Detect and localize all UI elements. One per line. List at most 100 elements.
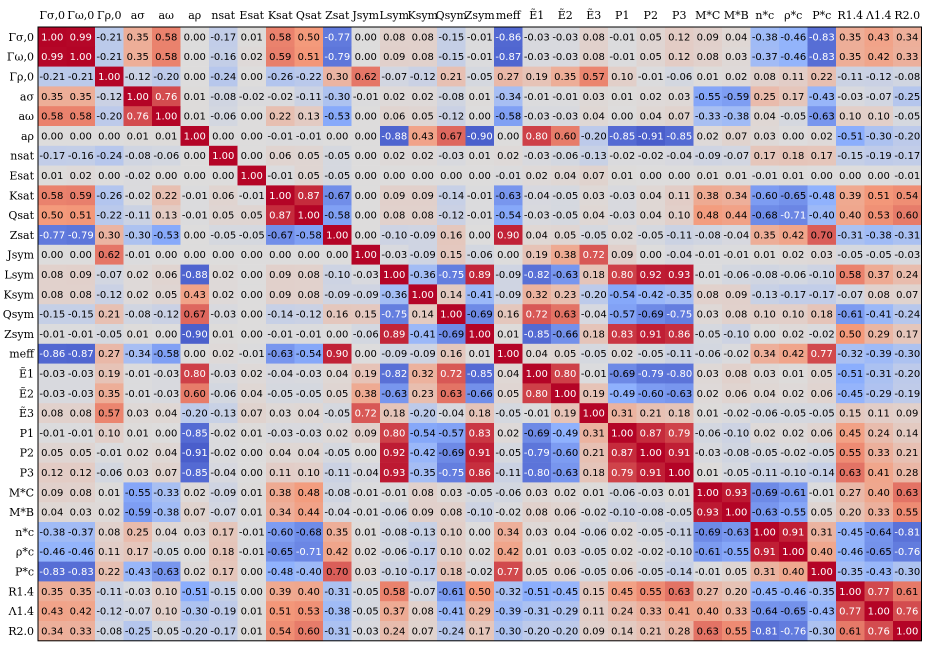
cell-value-label: -0.60: [638, 389, 664, 400]
y-tick-label: aρ: [21, 130, 34, 143]
cell-value-label: -0.05: [581, 230, 607, 241]
heatmap-cell: [351, 46, 381, 67]
cell-value-label: -0.05: [210, 230, 236, 241]
cell-value-label: -0.01: [239, 547, 265, 558]
cell-value-label: -0.38: [723, 112, 749, 123]
cell-value-label: 0.00: [98, 171, 120, 182]
cell-value-label: -0.57: [609, 310, 635, 321]
y-tick-label: Γρ,0: [9, 71, 34, 84]
heatmap-cell: [665, 106, 694, 127]
cell-value-label: 0.00: [754, 329, 776, 340]
heatmap-cell: [693, 185, 723, 206]
cell-value-label: -0.12: [96, 290, 122, 301]
heatmap-cell: [266, 126, 295, 147]
cell-value-label: 0.91: [754, 547, 776, 558]
cell-value-label: -0.79: [68, 230, 94, 241]
cell-value-label: 0.63: [839, 468, 861, 479]
cell-value-label: 0.01: [155, 131, 177, 142]
cell-value-label: 0.42: [70, 607, 92, 618]
cell-value-label: 0.07: [583, 171, 605, 182]
cell-value-label: 0.44: [298, 508, 320, 519]
cell-value-label: 0.21: [640, 409, 662, 420]
cell-value-label: -0.58: [495, 112, 521, 123]
cell-value-label: -0.30: [324, 92, 350, 103]
heatmap-cell: [807, 126, 837, 147]
cell-value-label: 0.10: [611, 72, 633, 83]
cell-value-label: 0.04: [554, 171, 576, 182]
heatmap-cell: [209, 205, 238, 226]
cell-value-label: 0.04: [41, 508, 63, 519]
cell-value-label: -0.14: [809, 468, 835, 479]
cell-value-label: 0.32: [526, 290, 548, 301]
cell-value-label: 0.50: [469, 587, 491, 598]
cell-value-label: 0.00: [383, 171, 405, 182]
cell-value-label: 0.07: [184, 508, 206, 519]
cell-value-label: -0.63: [666, 389, 692, 400]
cell-value-label: 0.06: [554, 567, 576, 578]
cell-value-label: 0.67: [184, 310, 206, 321]
cell-value-label: -0.63: [809, 112, 835, 123]
cell-value-label: 0.06: [269, 151, 291, 162]
y-tick-label: R1.4: [8, 585, 34, 598]
cell-value-label: 0.05: [298, 171, 320, 182]
x-tick-label: Qsym: [436, 9, 468, 22]
cell-value-label: -0.08: [381, 527, 407, 538]
cell-value-label: 1.00: [554, 389, 576, 400]
cell-value-label: 0.67: [440, 131, 462, 142]
cell-value-label: 0.18: [469, 409, 491, 420]
cell-value-label: -0.66: [467, 389, 493, 400]
cell-value-label: -0.30: [894, 567, 920, 578]
cell-value-label: -0.05: [581, 547, 607, 558]
cell-value-label: 0.04: [155, 527, 177, 538]
cell-value-label: -0.45: [837, 527, 863, 538]
cell-value-label: 0.08: [412, 52, 434, 63]
cell-value-label: 0.23: [554, 290, 576, 301]
cell-value-label: 0.01: [127, 131, 149, 142]
cell-value-label: -0.06: [780, 270, 806, 281]
cell-value-label: 0.02: [697, 389, 719, 400]
heatmap-cell: [579, 66, 609, 87]
heatmap-cell: [66, 86, 96, 107]
cell-value-label: 0.01: [697, 409, 719, 420]
heatmap-cell: [351, 145, 381, 166]
heatmap-cell: [209, 145, 238, 166]
heatmap-cell: [123, 66, 153, 87]
y-tick-label: M*B: [9, 506, 34, 519]
cell-value-label: 0.09: [269, 270, 291, 281]
cell-value-label: -0.05: [467, 72, 493, 83]
cell-value-label: -0.20: [182, 626, 208, 637]
heatmap-cell: [408, 126, 438, 147]
heatmap-cell: [294, 86, 324, 107]
heatmap-cell: [266, 86, 295, 107]
heatmap-cell: [807, 185, 837, 206]
y-tick-label: Zsat: [10, 229, 35, 242]
cell-value-label: 0.04: [298, 448, 320, 459]
cell-value-label: -0.10: [609, 508, 635, 519]
cell-value-label: -0.46: [780, 32, 806, 43]
heatmap-cell: [893, 27, 922, 48]
heatmap-cell: [180, 66, 210, 87]
cell-value-label: -0.77: [324, 32, 350, 43]
cell-value-label: 0.01: [355, 527, 377, 538]
cell-value-label: -0.79: [638, 369, 664, 380]
cell-value-label: 0.09: [611, 250, 633, 261]
cell-value-label: 0.55: [839, 448, 861, 459]
heatmap-cell: [807, 225, 837, 246]
cell-value-label: 0.34: [896, 32, 918, 43]
cell-value-label: 0.00: [269, 250, 291, 261]
heatmap-cell: [437, 46, 466, 67]
cell-value-label: 0.12: [668, 52, 690, 63]
cell-value-label: 0.08: [298, 270, 320, 281]
heatmap-cell: [779, 205, 808, 226]
x-tick-label: aω: [158, 9, 174, 22]
heatmap-cell: [494, 27, 523, 48]
cell-value-label: 0.01: [469, 151, 491, 162]
cell-value-label: 0.08: [697, 52, 719, 63]
cell-value-label: -0.30: [894, 349, 920, 360]
cell-value-label: 0.24: [383, 626, 405, 637]
cell-value-label: 0.03: [269, 409, 291, 420]
cell-value-label: 1.00: [326, 230, 348, 241]
cell-value-label: -0.30: [125, 230, 151, 241]
cell-value-label: -0.09: [410, 250, 436, 261]
cell-value-label: 0.02: [754, 428, 776, 439]
